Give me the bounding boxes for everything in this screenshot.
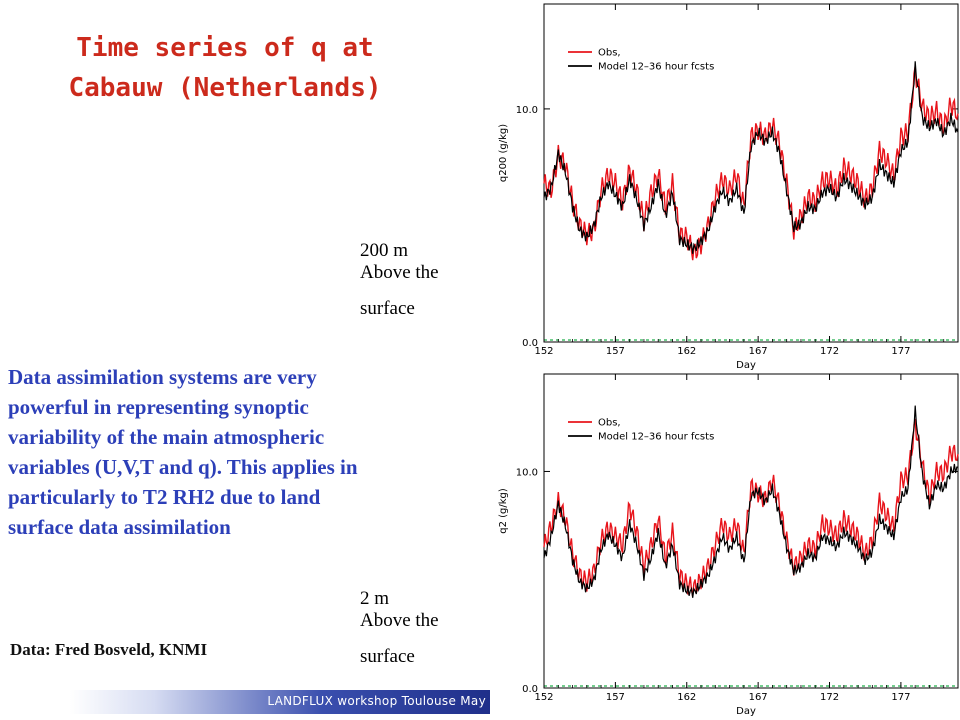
slide-title: Time series of q at Cabauw (Netherlands) — [30, 28, 420, 108]
x-tick-label-q200: 157 — [606, 346, 625, 357]
footer-bar: LANDFLUX workshop Toulouse May — [70, 690, 490, 714]
label-200m-line3: surface — [360, 298, 415, 319]
x-tick-label-q2: 172 — [820, 692, 839, 703]
footer-text: LANDFLUX workshop Toulouse May — [267, 694, 486, 708]
legend-entry-q200: Obs, — [598, 48, 621, 59]
x-axis-label-q200: Day — [736, 360, 756, 370]
body-text: Data assimilation systems are very power… — [8, 365, 358, 539]
chart-q2: 152 157 162 167 172 177 0.0 10.0 Day q2 (g/kg) Obs… — [488, 370, 960, 720]
x-tick-label-q2: 152 — [534, 692, 553, 703]
label-200m: 200 m Above the surface — [360, 240, 500, 320]
data-credit: Data: Fred Bosveld, KNMI — [10, 640, 208, 659]
x-tick-label-q200: 172 — [820, 346, 839, 357]
label-2m: 2 m Above the surface — [360, 588, 500, 668]
x-axis-label-q2: Day — [736, 706, 756, 717]
y-axis-label-q200: q200 (g/kg) — [498, 124, 509, 182]
legend-entry-q200: Model 12–36 hour fcsts — [598, 62, 714, 73]
label-2m-line3: surface — [360, 646, 415, 667]
label-200m-line2: Above the — [360, 262, 439, 283]
label-2m-line2: Above the — [360, 610, 439, 631]
series-line-q2-model — [543, 405, 958, 598]
x-tick-label-q2: 157 — [606, 692, 625, 703]
chart-q200: 152 157 162 167 172 177 0.0 10.0 Day q200 (g/kg) O… — [488, 0, 960, 370]
y-tick-label-q200: 10.0 — [516, 105, 538, 116]
series-line-q2-obs — [543, 418, 959, 597]
x-tick-label-q2: 167 — [749, 692, 768, 703]
x-tick-label-q200: 162 — [677, 346, 696, 357]
x-tick-label-q2: 177 — [891, 692, 910, 703]
series-line-q200-model — [543, 61, 959, 254]
x-tick-label-q200: 152 — [534, 346, 553, 357]
plot-frame-q200 — [543, 3, 959, 343]
x-tick-label-q2: 162 — [677, 692, 696, 703]
y-tick-label-q200: 0.0 — [522, 338, 538, 349]
slide-title-line1: Time series of q at — [76, 33, 374, 63]
slide-title-line2: Cabauw (Netherlands) — [68, 73, 382, 103]
y-tick-label-q2: 10.0 — [516, 467, 538, 478]
y-tick-label-q2: 0.0 — [522, 684, 538, 695]
legend-entry-q2: Obs, — [598, 418, 621, 429]
chart-q2-svg: 152 157 162 167 172 177 0.0 10.0 Day q2 (g/kg) Obs… — [498, 373, 959, 717]
y-axis-label-q2: q2 (g/kg) — [498, 488, 509, 534]
x-tick-label-q200: 177 — [891, 346, 910, 357]
x-tick-label-q200: 167 — [749, 346, 768, 357]
series-line-q200-obs — [543, 66, 959, 261]
plot-frame-q2 — [543, 373, 959, 689]
legend-entry-q2: Model 12–36 hour fcsts — [598, 432, 714, 443]
chart-q200-svg: 152 157 162 167 172 177 0.0 10.0 Day q200 (g/kg) O… — [498, 3, 959, 370]
label-200m-line1: 200 m — [360, 240, 409, 261]
label-2m-line1: 2 m — [360, 588, 390, 609]
